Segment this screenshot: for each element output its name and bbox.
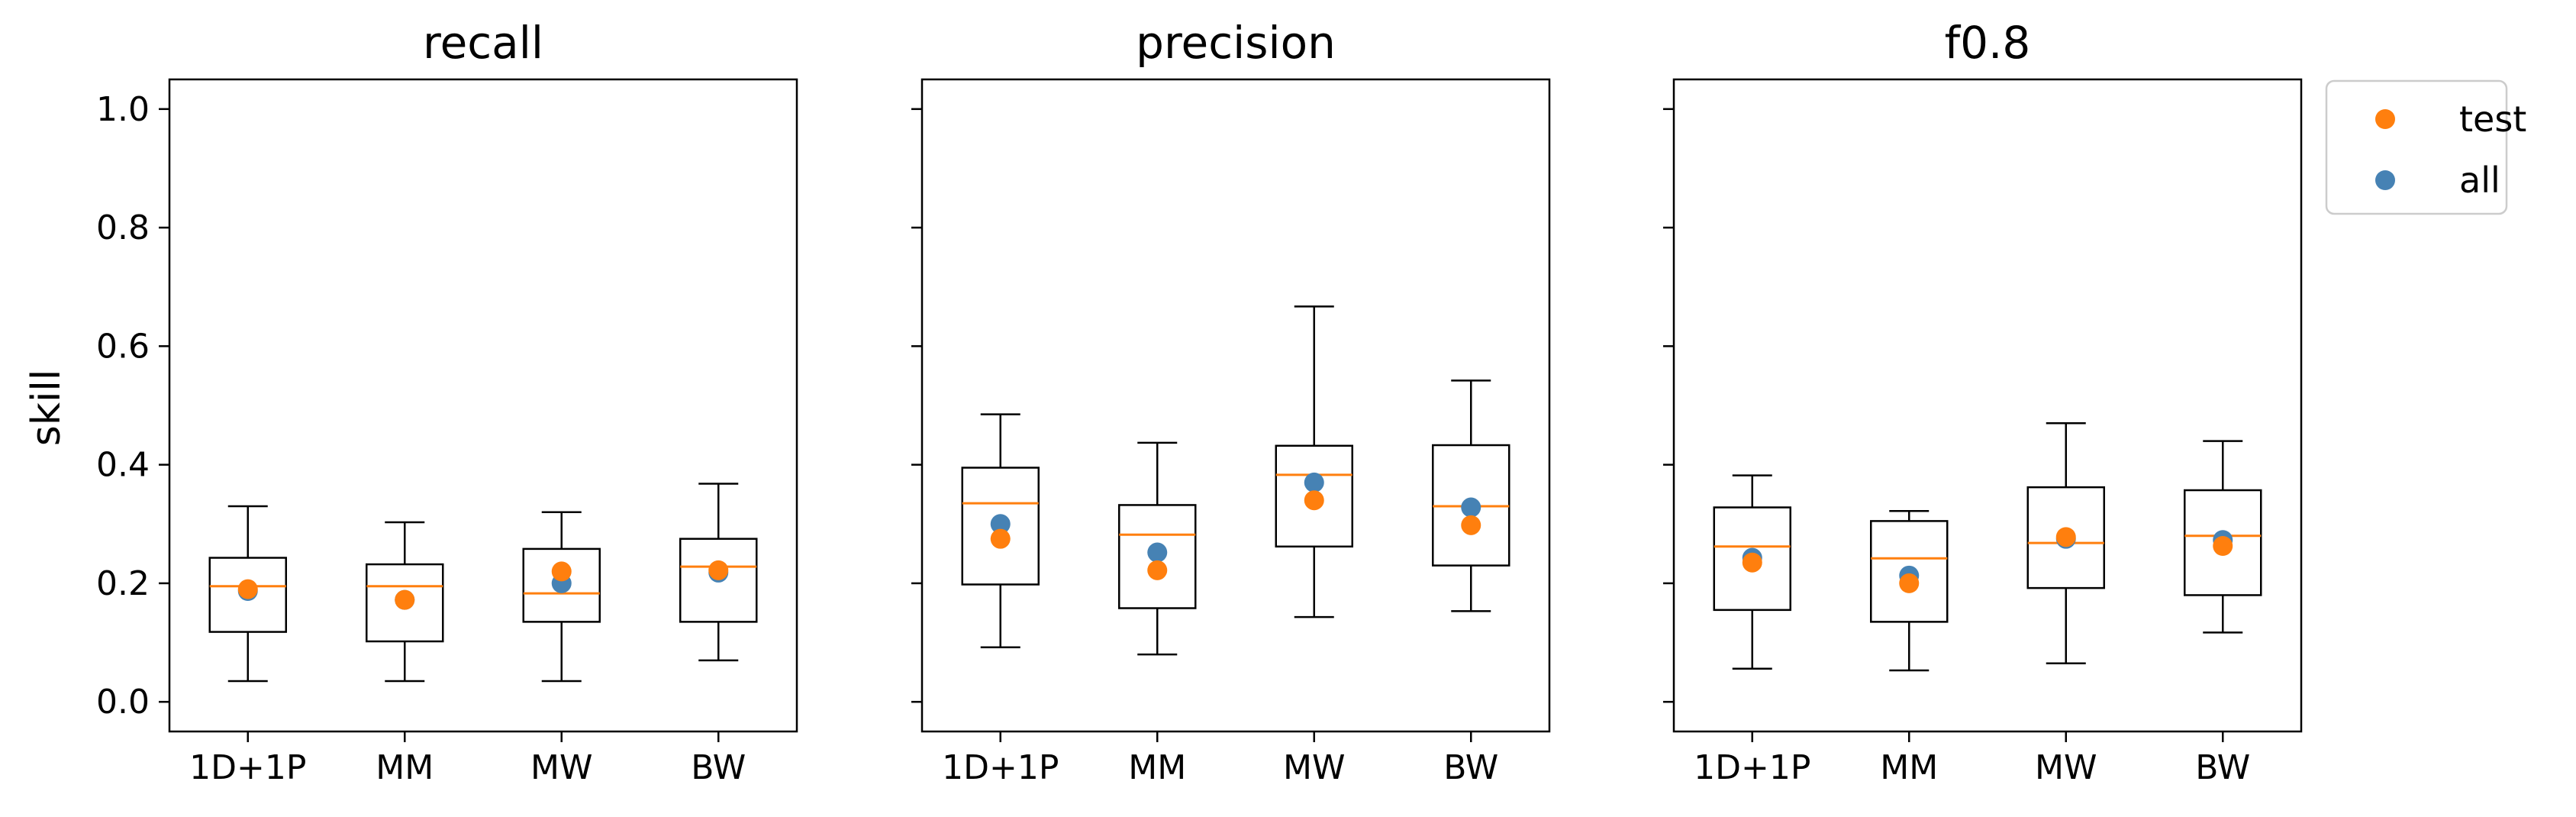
box-BW: BW [2184, 440, 2262, 787]
y-tick-label: 0.0 [96, 683, 150, 722]
x-tick-label: MW [2035, 748, 2097, 787]
x-tick-label: MW [1283, 748, 1345, 787]
iqr-box [208, 557, 287, 633]
test-point [1742, 552, 1762, 573]
test-point [1304, 490, 1324, 511]
x-tick-label: MW [530, 748, 592, 787]
box-MM: MM [366, 521, 444, 787]
y-tick-label: 0.6 [96, 327, 150, 366]
legend-frame [2325, 79, 2508, 215]
panel-precision: precision 1D+1P MM MW BW [911, 17, 1551, 787]
x-tick-label: BW [2195, 748, 2250, 787]
y-tick-label: 0.8 [96, 208, 150, 247]
y-tick-label: 0.2 [96, 564, 150, 603]
panel-frame [920, 78, 1551, 733]
all-point [990, 514, 1011, 534]
iqr-box [2026, 486, 2105, 589]
panel-recall: recall 0.0 0.2 0.4 0.6 0.8 1.0 1D+1P MM MW BW [96, 17, 798, 787]
box-1D+1P: 1D+1P [189, 505, 306, 787]
iqr-box [679, 538, 758, 623]
test-point [551, 561, 572, 582]
iqr-box [1713, 506, 1791, 612]
legend-marker-all [2375, 170, 2395, 190]
x-tick-label: 1D+1P [942, 748, 1059, 787]
iqr-box [522, 547, 601, 623]
panel-title: recall [423, 17, 543, 69]
iqr-box [1118, 504, 1197, 609]
legend: test all [2325, 79, 2526, 215]
test-point [1147, 560, 1168, 580]
iqr-box [1870, 520, 1949, 623]
panel-f0.8: f0.8 1D+1P MM MW BW [1663, 17, 2303, 787]
x-tick-label: MM [1880, 748, 1938, 787]
iqr-box [366, 563, 444, 643]
y-tick-label: 0.4 [96, 446, 150, 485]
box-BW: BW [679, 483, 758, 787]
box-MM: MM [1118, 441, 1197, 787]
box-MW: MW [1275, 305, 1353, 787]
all-point [1147, 542, 1168, 563]
test-point [237, 579, 258, 599]
x-tick-label: 1D+1P [1694, 748, 1810, 787]
y-tick-label: 1.0 [96, 90, 150, 129]
box-1D+1P: 1D+1P [1694, 474, 1810, 787]
panel-frame [168, 78, 798, 733]
panel-title: f0.8 [1945, 17, 2031, 69]
test-point [2055, 527, 2076, 547]
x-tick-label: MM [1128, 748, 1186, 787]
y-axis-label: skill [24, 370, 69, 447]
iqr-box [961, 467, 1040, 586]
panel-frame [1672, 78, 2303, 733]
test-point [1899, 573, 1920, 593]
x-tick-label: BW [691, 748, 746, 787]
box-MW: MW [522, 511, 601, 787]
iqr-box [1275, 444, 1353, 548]
box-BW: BW [1432, 379, 1510, 787]
box-1D+1P: 1D+1P [942, 413, 1059, 787]
test-point [2213, 535, 2233, 556]
x-tick-label: BW [1443, 748, 1498, 787]
test-point [395, 589, 415, 610]
all-point [1461, 497, 1481, 518]
test-point [708, 560, 729, 580]
legend-label-test: test [2459, 98, 2526, 140]
x-tick-label: MM [376, 748, 434, 787]
iqr-box [2184, 489, 2262, 596]
box-MM: MM [1870, 509, 1949, 787]
all-point [1304, 472, 1324, 492]
test-point [990, 528, 1011, 549]
panel-title: precision [1136, 17, 1336, 69]
x-tick-label: 1D+1P [189, 748, 306, 787]
test-point [1461, 515, 1481, 535]
box-MW: MW [2026, 422, 2105, 787]
legend-marker-test [2375, 109, 2395, 129]
legend-label-all: all [2459, 160, 2500, 201]
